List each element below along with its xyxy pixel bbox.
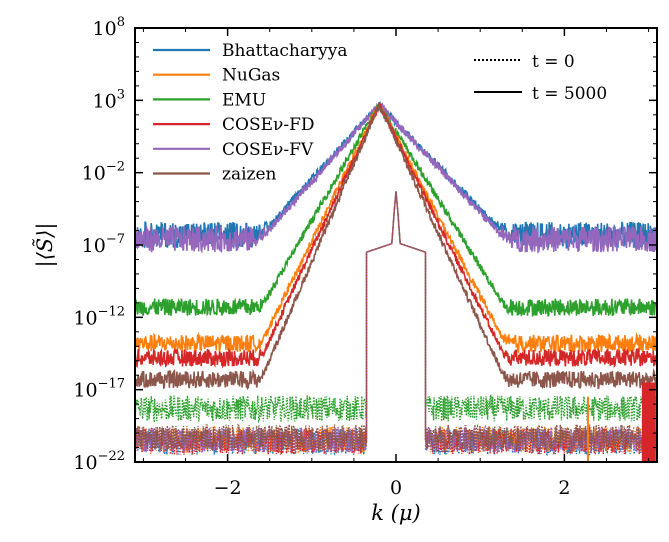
series-t5000-zaizen	[135, 102, 657, 391]
axis-ticks	[135, 27, 657, 463]
series-t0-right-5	[424, 422, 657, 453]
x-tick-label: 0	[390, 477, 402, 499]
legend-style-label: t = 5000	[532, 84, 607, 104]
x-tick-label: 2	[558, 477, 570, 499]
series-t0-core-1	[365, 191, 427, 440]
x-tick-label: −2	[214, 477, 242, 499]
plot-area	[135, 100, 657, 462]
legend-label: Bhattacharyya	[222, 41, 347, 61]
y-tick-label: 10−22	[73, 449, 125, 474]
y-axis-label: |⟨S̃⟩|	[33, 223, 58, 268]
y-tick-label: 108	[93, 15, 125, 40]
series-t0-core-2	[365, 191, 427, 409]
cose-fd-spike	[641, 382, 656, 462]
y-tick-label: 10−12	[73, 304, 125, 329]
legend-label: EMU	[222, 90, 266, 110]
legend: Bhattacharyya NuGas EMU COSEν-FD COSEν-FV zai…	[153, 41, 607, 185]
legend-label: COSEν-FD	[222, 115, 315, 135]
series-t5000-cose-fv	[135, 101, 657, 254]
series-t0-core-4	[365, 191, 427, 440]
legend-label: COSEν-FV	[222, 140, 314, 160]
series-t0-core-0	[365, 191, 427, 442]
y-tick-label: 10−17	[73, 377, 125, 402]
series-t0-core-5	[365, 191, 427, 438]
legend-label: zaizen	[222, 165, 277, 185]
y-tick-label: 103	[93, 87, 125, 112]
y-tick-label: 10−7	[82, 232, 125, 257]
series-t0-left-2	[135, 394, 368, 424]
y-tick-label: 10−2	[82, 160, 125, 185]
series-t0-right-2	[424, 393, 657, 422]
x-axis-label: k (μ)	[371, 501, 420, 525]
series-t0-5	[135, 191, 657, 453]
series-t0-core-3	[365, 191, 427, 442]
legend-style-label: t = 0	[532, 52, 575, 72]
series-t5000-emu	[135, 103, 657, 318]
legend-label: NuGas	[222, 66, 280, 86]
tick-labels: −2 0 2 108 103 10−2 10−7 10−12 10−17 10−22	[73, 15, 570, 499]
